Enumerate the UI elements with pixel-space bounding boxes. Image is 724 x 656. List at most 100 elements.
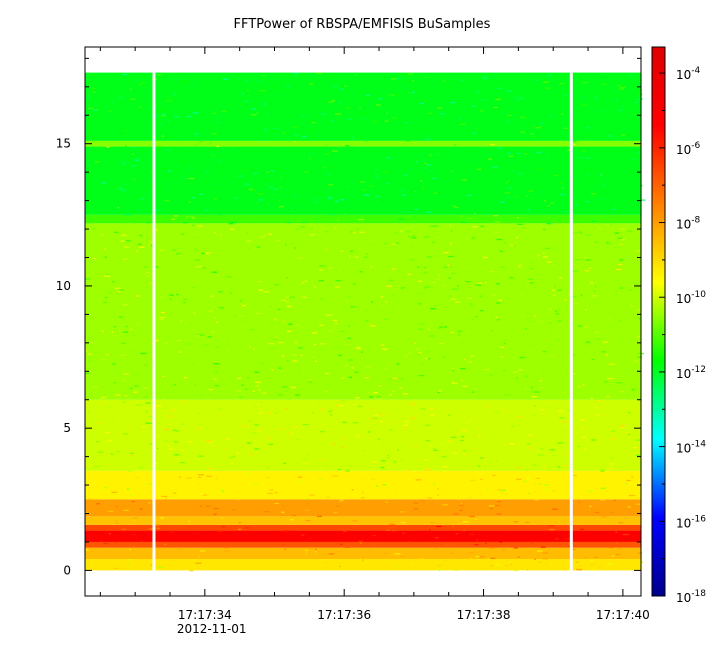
spectrogram-speckle [582,96,586,98]
spectrogram-speckle [495,504,500,507]
spectrogram-speckle [207,254,210,257]
spectrogram-speckle [100,359,107,361]
spectrogram-speckle [476,285,478,287]
spectrogram-speckle [517,223,523,226]
spectrogram-speckle [544,247,551,250]
spectrogram-speckle [424,469,431,471]
spectrogram-speckle [361,559,364,561]
spectrogram-speckle [169,458,173,460]
spectrogram-speckle [636,454,641,456]
spectrogram-speckle [431,538,438,541]
spectrogram-speckle [614,293,618,295]
spectrogram-speckle [492,463,494,465]
spectrogram-speckle [459,118,461,120]
spectrogram-speckle [347,359,354,361]
spectrogram-speckle [388,435,391,437]
spectrogram-speckle [596,194,601,197]
spectrogram-speckle [328,267,334,269]
spectrogram-speckle [493,232,500,234]
spectrogram-speckle [387,183,390,185]
spectrogram-speckle [154,393,159,395]
spectrogram-speckle [442,356,446,358]
spectrogram-speckle [416,160,418,163]
spectrogram-speckle [288,323,293,325]
spectrogram-speckle [308,83,313,85]
y-tick-label: 10 [56,279,71,293]
spectrogram-speckle [146,422,153,425]
spectrogram-speckle [591,220,596,222]
spectrogram-speckle [579,232,583,234]
spectrogram-speckle [343,119,345,122]
spectrogram-speckle [566,156,571,158]
spectrogram-speckle [631,388,636,391]
spectrogram-speckle [308,547,314,549]
spectrogram-speckle [122,163,126,165]
spectrogram-speckle [190,215,194,218]
spectrogram-speckle [389,279,394,282]
spectrogram-speckle [566,539,569,542]
spectrogram-speckle [320,298,323,300]
spectrogram-speckle [157,146,164,148]
spectrogram-speckle [442,504,449,506]
spectrogram-speckle [354,72,357,74]
spectrogram-speckle [216,145,220,148]
spectrogram-speckle [344,365,350,367]
spectrogram-speckle [555,463,557,465]
spectrogram-speckle [375,169,378,171]
spectrogram-speckle [610,511,615,514]
spectrogram-speckle [591,295,597,297]
spectrogram-speckle [495,98,501,101]
spectrogram-speckle [522,480,527,483]
spectrogram-speckle [435,537,439,539]
spectrogram-speckle [620,390,624,393]
spectrogram-speckle [595,241,597,243]
spectrogram-speckle [328,410,332,413]
spectrogram-speckle [472,318,474,320]
spectrogram-speckle [333,85,338,88]
spectrogram-speckle [340,479,344,481]
spectrogram-speckle [471,305,473,307]
spectrogram-speckle [205,505,211,507]
spectrogram-speckle [533,464,536,466]
spectrogram-speckle [230,267,236,270]
spectrogram-speckle [555,538,560,540]
spectrogram-speckle [469,431,476,434]
spectrogram-speckle [195,542,199,544]
spectrogram-speckle [220,234,222,236]
spectrogram-speckle [446,87,450,89]
chart-title: FFTPower of RBSPA/EMFISIS BuSamples [233,17,491,32]
spectrogram-speckle [367,549,370,551]
spectrogram-speckle [342,345,344,348]
spectrogram-speckle [199,394,204,396]
spectrogram-speckle [630,494,636,497]
spectrogram-speckle [337,219,340,221]
spectrogram-speckle [451,230,453,232]
spectrogram-speckle [340,534,345,537]
spectrogram-speckle [133,391,138,393]
spectrogram-speckle [578,501,581,503]
spectrogram-speckle [297,439,301,441]
spectrogram-speckle [480,99,487,101]
spectrogram-speckle [173,93,177,95]
spectrogram-speckle [248,405,251,408]
spectrogram-speckle [91,91,97,93]
spectrogram-speckle [250,329,254,331]
spectrogram-speckle [496,238,503,241]
spectrogram-speckle [146,221,151,224]
spectrogram-speckle [276,239,280,242]
spectrogram-speckle [392,309,394,311]
spectrogram-speckle [540,546,546,548]
spectrogram-speckle [544,484,550,486]
spectrogram-speckle [162,478,168,480]
spectrogram-speckle [513,195,519,197]
spectrogram-speckle [248,178,251,181]
spectrogram-speckle [590,282,593,284]
spectrogram-speckle [105,513,111,515]
spectrogram-speckle [619,88,624,90]
spectrogram-speckle [131,500,136,503]
spectrogram-speckle [233,175,237,178]
spectrogram-speckle [259,89,266,92]
spectrogram-speckle [178,189,180,191]
spectrogram-speckle [166,136,171,139]
spectrogram-speckle [110,418,116,420]
